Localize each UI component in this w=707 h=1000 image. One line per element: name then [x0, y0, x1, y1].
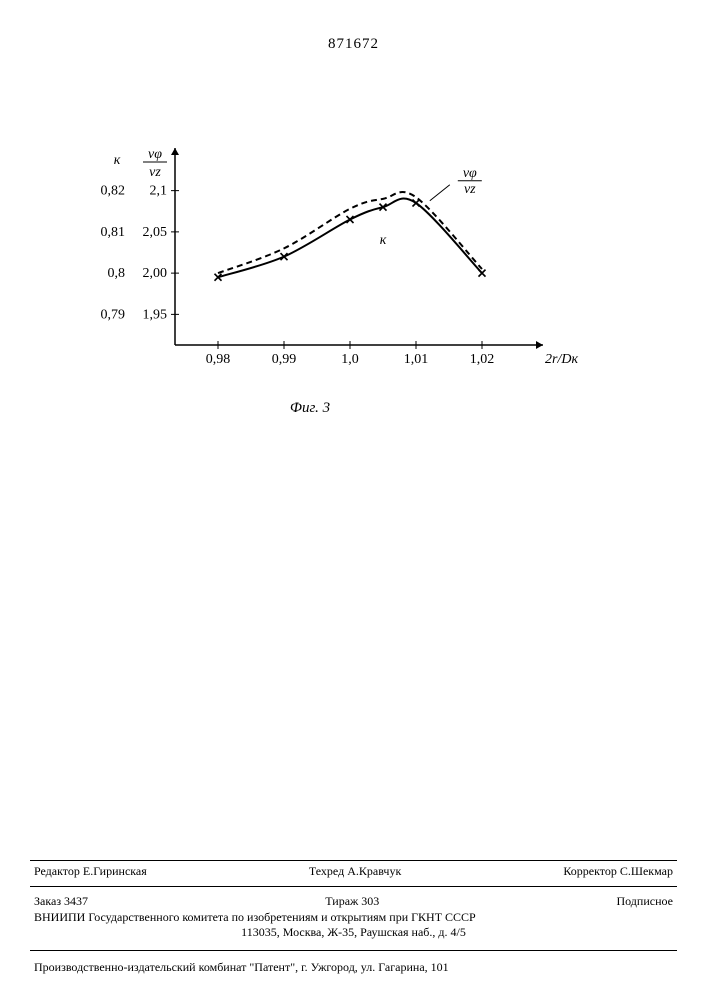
corrector: Корректор С.Шекмар — [563, 864, 673, 879]
org1-line1: ВНИИПИ Государственного комитета по изоб… — [34, 910, 673, 925]
svg-text:0,79: 0,79 — [101, 307, 126, 322]
credits-line: Редактор Е.Гиринская Техред А.Кравчук Ко… — [30, 864, 677, 883]
tirazh: Тираж 303 — [325, 894, 379, 909]
svg-text:vφ: vφ — [148, 147, 162, 162]
editor: Редактор Е.Гиринская — [34, 864, 147, 879]
techred-name: А.Кравчук — [347, 864, 401, 878]
editor-name: Е.Гиринская — [83, 864, 147, 878]
svg-text:1,02: 1,02 — [470, 352, 495, 367]
corrector-label: Корректор — [563, 864, 617, 878]
doc-number: 871672 — [0, 36, 707, 53]
org1: ВНИИПИ Государственного комитета по изоб… — [30, 910, 677, 940]
order-number: Заказ 3437 — [34, 894, 88, 909]
figure-caption: Фиг. 3 — [80, 400, 540, 417]
divider — [30, 860, 677, 861]
svg-text:vz: vz — [464, 182, 476, 197]
svg-text:к: к — [114, 153, 121, 168]
divider — [30, 886, 677, 887]
editor-label: Редактор — [34, 864, 80, 878]
svg-text:vφ: vφ — [463, 166, 477, 181]
org2: Производственно-издательский комбинат "П… — [30, 960, 677, 975]
svg-text:0,8: 0,8 — [108, 266, 126, 281]
corrector-name: С.Шекмар — [620, 864, 673, 878]
page: 871672 0,98 0,99 1,0 1,01 1,02 2r/Dк 0,79 0,8 0,… — [0, 0, 707, 1000]
order-line: Заказ 3437 Тираж 303 Подписное — [30, 894, 677, 909]
chart-svg: 0,980,991,01,011,022r/Dк0,790,80,810,82к… — [80, 140, 540, 400]
svg-text:к: к — [380, 233, 387, 248]
podpisnoe: Подписное — [616, 894, 673, 909]
svg-text:0,81: 0,81 — [101, 225, 126, 240]
svg-text:0,98: 0,98 — [206, 352, 231, 367]
svg-text:2,00: 2,00 — [143, 266, 168, 281]
svg-text:0,82: 0,82 — [101, 184, 126, 199]
svg-text:1,01: 1,01 — [404, 352, 429, 367]
techred: Техред А.Кравчук — [309, 864, 401, 879]
svg-text:1,0: 1,0 — [341, 352, 359, 367]
svg-text:2,05: 2,05 — [143, 225, 168, 240]
org1-line2: 113035, Москва, Ж-35, Раушская наб., д. … — [34, 925, 673, 940]
svg-text:1,95: 1,95 — [143, 307, 168, 322]
chart: 0,980,991,01,011,022r/Dк0,790,80,810,82к… — [80, 140, 540, 400]
svg-text:vz: vz — [149, 165, 161, 180]
svg-text:0,99: 0,99 — [272, 352, 297, 367]
svg-text:2r/Dк: 2r/Dк — [545, 352, 578, 367]
techred-label: Техред — [309, 864, 344, 878]
svg-text:2,1: 2,1 — [150, 184, 168, 199]
divider — [30, 950, 677, 951]
